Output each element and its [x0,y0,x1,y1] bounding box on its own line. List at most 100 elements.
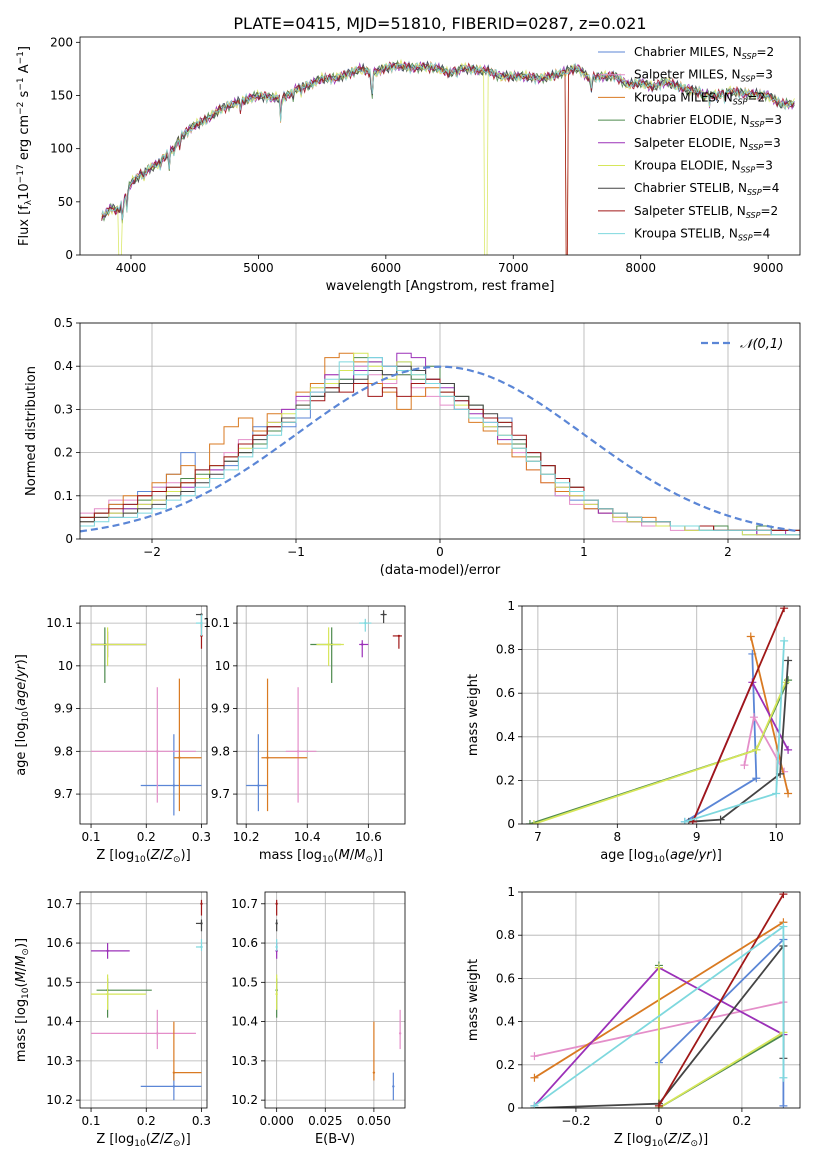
legend-label-chabrier-stelib: Chabrier STELIB, NSSP=4 [634,181,779,197]
axes-frame [521,605,801,825]
x-tick-label: 0.3 [192,830,211,844]
legend-label-chabrier-miles: Chabrier MILES, NSSP=2 [634,45,774,61]
errorbar-kroupa-miles [173,678,202,812]
gridlines [80,892,207,1108]
data-point [361,643,364,646]
axes-frame [79,36,801,256]
gridlines [522,891,800,1109]
y-tick-label: 0.2 [496,1058,515,1072]
spectrum-panel: 4000 5000 6000 7000 8000 9000 0 50 100 150 200 wave… [16,35,801,294]
legend-nssp-value: 3 [774,113,782,127]
y-tick-label: 0.8 [496,928,515,942]
x-tick-label: 8000 [625,261,656,275]
gridlines [237,606,405,824]
errorbar-kroupa-elodie [91,627,147,666]
x-tick-label: 9000 [753,261,784,275]
data-point [156,750,159,753]
errorbar-kroupa-elodie [275,974,278,1010]
errorbar-chabrier-miles [246,734,268,812]
legend-nssp-eq: = [760,204,770,218]
y-tick-label: 10.2 [231,1093,258,1107]
mass-vs-metallicity-panel: 0.1 0.2 0.3 10.2 10.3 10.4 10.5 10.6 10.7 Z [log1… [14,891,211,1149]
data-point [275,902,278,905]
axes-frame [79,891,208,1109]
axes-frame [521,891,801,1109]
y-tick-label: 10.4 [46,1015,73,1029]
weight-marker-kroupa-stelib [779,922,788,931]
y-tick-label: 10.5 [46,975,73,989]
x-tick-label: 4000 [116,261,147,275]
weight-series-salpeter-stelib [658,893,785,1107]
weight-marker-kroupa-stelib [780,636,789,645]
weight-marker-kroupa-stelib [530,1101,539,1108]
spectrum-series-kroupa-elodie [101,58,795,255]
mass-weight-vs-metallicity-panel: −0.2 0 0.2 0 0.2 0.4 0.6 0.8 1 Z [log10(Z/Z⊙)] mas… [466,885,801,1149]
legend-nssp-prefix: , N [724,159,741,173]
weight-marker-chabrier-stelib [716,815,725,824]
weight-series-kroupa-stelib [684,640,785,823]
y-tick-label: 9.7 [54,787,73,801]
errorbar-points [246,610,402,812]
y-tick-label: 1 [507,599,515,613]
legend-nssp-eq: = [756,45,766,59]
data-point [156,1032,159,1035]
y-tick-label: 0.4 [496,1015,515,1029]
errorbar-salpeter-miles [285,687,317,803]
y-tick-label: 0.1 [54,489,73,503]
legend-nssp-sub: SSP [750,120,765,129]
x-tick-label: 10 [769,830,784,844]
x-axis-label: (data-model)/error [380,563,501,578]
legend-nssp-value: 3 [765,159,773,173]
weight-marker-kroupa-elodie [654,963,663,972]
legend-nssp-sub: SSP [741,75,756,84]
errorbar-chabrier-miles [140,734,202,816]
errorbar-points [275,899,402,1101]
legend-label-kroupa-elodie: Kroupa ELODIE, NSSP=3 [634,159,773,175]
errorbar-kroupa-stelib [359,618,372,632]
y-tick-label: 9.8 [211,744,230,758]
data-point [372,1071,376,1074]
legend-model-name: Kroupa STELIB [634,227,721,241]
legend-nssp-prefix: , N [732,136,749,150]
data-point [172,1071,176,1074]
x-axis-label: Z [log10(Z/Z⊙)] [96,848,190,865]
x-tick-label: 0.1 [81,830,100,844]
weight-marker-chabrier-stelib [784,656,793,665]
data-point [200,922,203,925]
data-point [257,784,260,787]
errorbar-kroupa-miles [172,1021,202,1081]
y-tick-label: 0.2 [496,773,515,787]
weight-marker-salpeter-stelib [780,606,789,613]
legend-nssp-sub: SSP [747,188,762,197]
legend-nssp-sub: SSP [733,97,748,106]
legend-nssp-value: 4 [772,181,780,195]
weight-marker-salpeter-elodie [784,745,793,754]
y-tick-label: 10.2 [46,1093,73,1107]
x-tick-label: 0.025 [308,1114,342,1128]
weight-marker-salpeter-stelib [654,1101,663,1108]
x-tick-label: 0.000 [259,1114,293,1128]
x-axis-label: E(B-V) [315,1132,355,1147]
legend-model-name: Chabrier MILES [634,45,725,59]
legend-label-kroupa-miles: Kroupa MILES, NSSP=2 [634,90,765,106]
y-tick-label: 150 [50,88,73,102]
histogram-steps [80,352,800,536]
y-tick-label: 10.1 [46,616,73,630]
y-tick-label: 0.6 [496,971,515,985]
data-point [382,613,385,616]
x-axis-label: mass [log10(M/M⊙)] [259,848,383,865]
y-tick-label: 10.7 [46,897,73,911]
weight-marker-kroupa-stelib [779,1073,788,1082]
legend-model-name: Chabrier STELIB [634,181,730,195]
gridlines [265,892,405,1108]
y-tick-label: 10.1 [203,616,230,630]
y-tick-label: 0 [65,532,73,546]
y-tick-label: 100 [50,142,73,156]
weight-lines [530,892,788,1108]
weight-marker-chabrier-miles [752,774,761,783]
errorbar-chabrier-stelib [195,919,203,932]
legend-nssp-eq: = [747,90,757,104]
errorbar-salpeter-stelib [275,899,278,916]
spectrum-lines [101,58,795,255]
y-tick-label: 9.9 [54,702,73,716]
